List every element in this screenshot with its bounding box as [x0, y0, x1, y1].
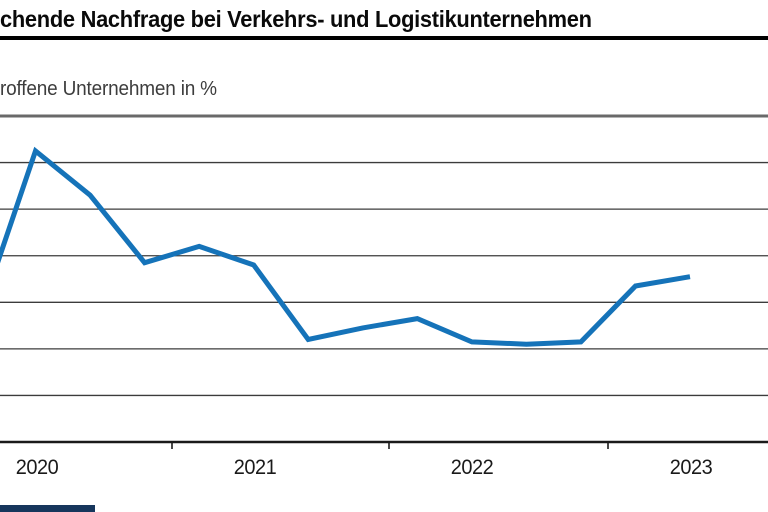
x-tick-label-2022: 2022 [450, 456, 494, 479]
chart-subtitle: roffene Unternehmen in % [0, 78, 217, 100]
demand-line-series [0, 146, 691, 347]
x-tick-label-2020: 2020 [15, 456, 59, 479]
title-rule [0, 36, 768, 40]
x-tick-label-2021: 2021 [233, 456, 277, 479]
logo-bar-fragment [0, 505, 95, 512]
chart-title: chende Nachfrage bei Verkehrs- und Logis… [0, 6, 592, 32]
x-tick-label-2023: 2023 [669, 456, 713, 479]
